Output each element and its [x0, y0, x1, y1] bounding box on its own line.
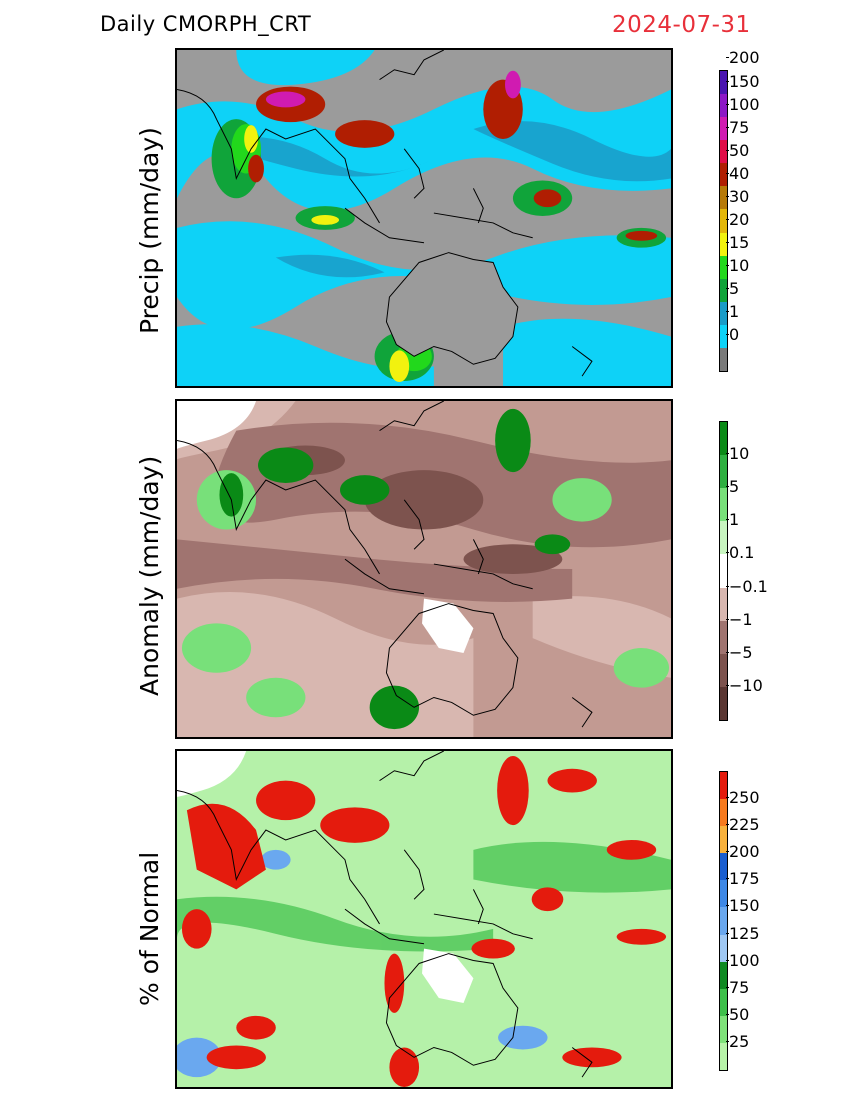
- colorbar-swatch: [720, 422, 727, 456]
- percent-map: [175, 749, 673, 1089]
- colorbar-swatch: [720, 880, 727, 908]
- colorbar-swatch: [720, 232, 727, 256]
- figure-date: 2024-07-31: [612, 12, 751, 38]
- percent-panel-ylabel: % of Normal: [135, 851, 164, 1006]
- anomaly-map: [175, 399, 673, 739]
- colorbar-swatch: [720, 488, 727, 522]
- figure-title: Daily CMORPH_CRT: [100, 12, 312, 36]
- colorbar-swatch: [720, 1042, 727, 1071]
- colorbar-swatch: [720, 140, 727, 164]
- colorbar-swatch: [720, 961, 727, 989]
- colorbar-tick-label: 1: [725, 510, 740, 530]
- colorbar-tick-label: −1: [726, 609, 753, 629]
- colorbar-tick-label: 0: [725, 325, 740, 345]
- colorbar-swatch: [720, 587, 727, 621]
- colorbar-tick-label: 175: [726, 869, 760, 889]
- colorbar-tick-label: 50: [725, 1004, 750, 1024]
- colorbar-tick-label: 75: [725, 117, 750, 137]
- colorbar-tick-label: 100: [726, 950, 760, 970]
- colorbar-swatch: [720, 94, 727, 118]
- colorbar-tick-label: −5: [726, 642, 753, 662]
- colorbar-tick-label: 40: [725, 163, 750, 183]
- colorbar-swatch: [720, 278, 727, 302]
- colorbar-swatch: [720, 455, 727, 489]
- colorbar-swatch: [720, 117, 727, 141]
- colorbar-swatch: [720, 347, 727, 372]
- colorbar-swatch: [720, 71, 727, 95]
- colorbar-swatch: [720, 554, 727, 588]
- anomaly-map-image: [177, 401, 671, 737]
- colorbar-tick-label: 15: [725, 233, 750, 253]
- anomaly-colorbar: [719, 421, 728, 721]
- colorbar-tick-label: 150: [726, 896, 760, 916]
- colorbar-swatch: [720, 686, 727, 720]
- colorbar-swatch: [720, 799, 727, 827]
- colorbar-tick-label: 30: [725, 186, 750, 206]
- colorbar-tick-label: 200: [726, 48, 760, 68]
- colorbar-tick-label: 5: [725, 477, 740, 497]
- colorbar-swatch: [720, 301, 727, 325]
- colorbar-swatch: [720, 772, 727, 800]
- colorbar-tick-label: 20: [725, 210, 750, 229]
- colorbar-tick-label: 10: [725, 256, 750, 276]
- colorbar-swatch: [720, 653, 727, 687]
- colorbar-tick-label: 10: [725, 444, 750, 464]
- colorbar-tick-label: 125: [726, 923, 760, 943]
- colorbar-swatch: [720, 186, 727, 210]
- colorbar-swatch: [720, 988, 727, 1016]
- colorbar-swatch: [720, 826, 727, 854]
- colorbar-swatch: [720, 620, 727, 654]
- colorbar-tick-label: 5: [725, 279, 740, 299]
- percent-map-image: [177, 751, 671, 1087]
- precip-map-image: [177, 50, 671, 386]
- colorbar-tick-label: 200: [726, 842, 760, 862]
- colorbar-tick-label: 1: [725, 302, 740, 322]
- colorbar-swatch: [720, 209, 727, 233]
- colorbar-tick-label: 50: [725, 140, 750, 160]
- colorbar-tick-label: 25: [725, 1031, 750, 1051]
- colorbar-tick-label: 75: [725, 977, 750, 997]
- colorbar-swatch: [720, 934, 727, 962]
- colorbar-swatch: [720, 324, 727, 348]
- colorbar-tick-label: 225: [726, 815, 760, 835]
- colorbar-swatch: [720, 255, 727, 279]
- colorbar-swatch: [720, 521, 727, 555]
- colorbar-tick-label: 100: [726, 94, 760, 114]
- precip-panel-ylabel: Precip (mm/day): [135, 127, 164, 334]
- colorbar-swatch: [720, 853, 727, 881]
- colorbar-swatch: [720, 163, 727, 187]
- colorbar-swatch: [720, 907, 727, 935]
- precip-map: [175, 48, 673, 388]
- colorbar-tick-label: −0.1: [726, 576, 768, 596]
- colorbar-tick-label: 0.1: [725, 543, 755, 563]
- percent-colorbar: [719, 771, 728, 1071]
- colorbar-swatch: [720, 1015, 727, 1043]
- colorbar-tick-label: 250: [726, 788, 760, 808]
- colorbar-tick-label: 150: [726, 71, 760, 91]
- colorbar-tick-label: −10: [726, 675, 763, 695]
- anomaly-panel-ylabel: Anomaly (mm/day): [135, 455, 164, 696]
- precip-colorbar: [719, 70, 728, 372]
